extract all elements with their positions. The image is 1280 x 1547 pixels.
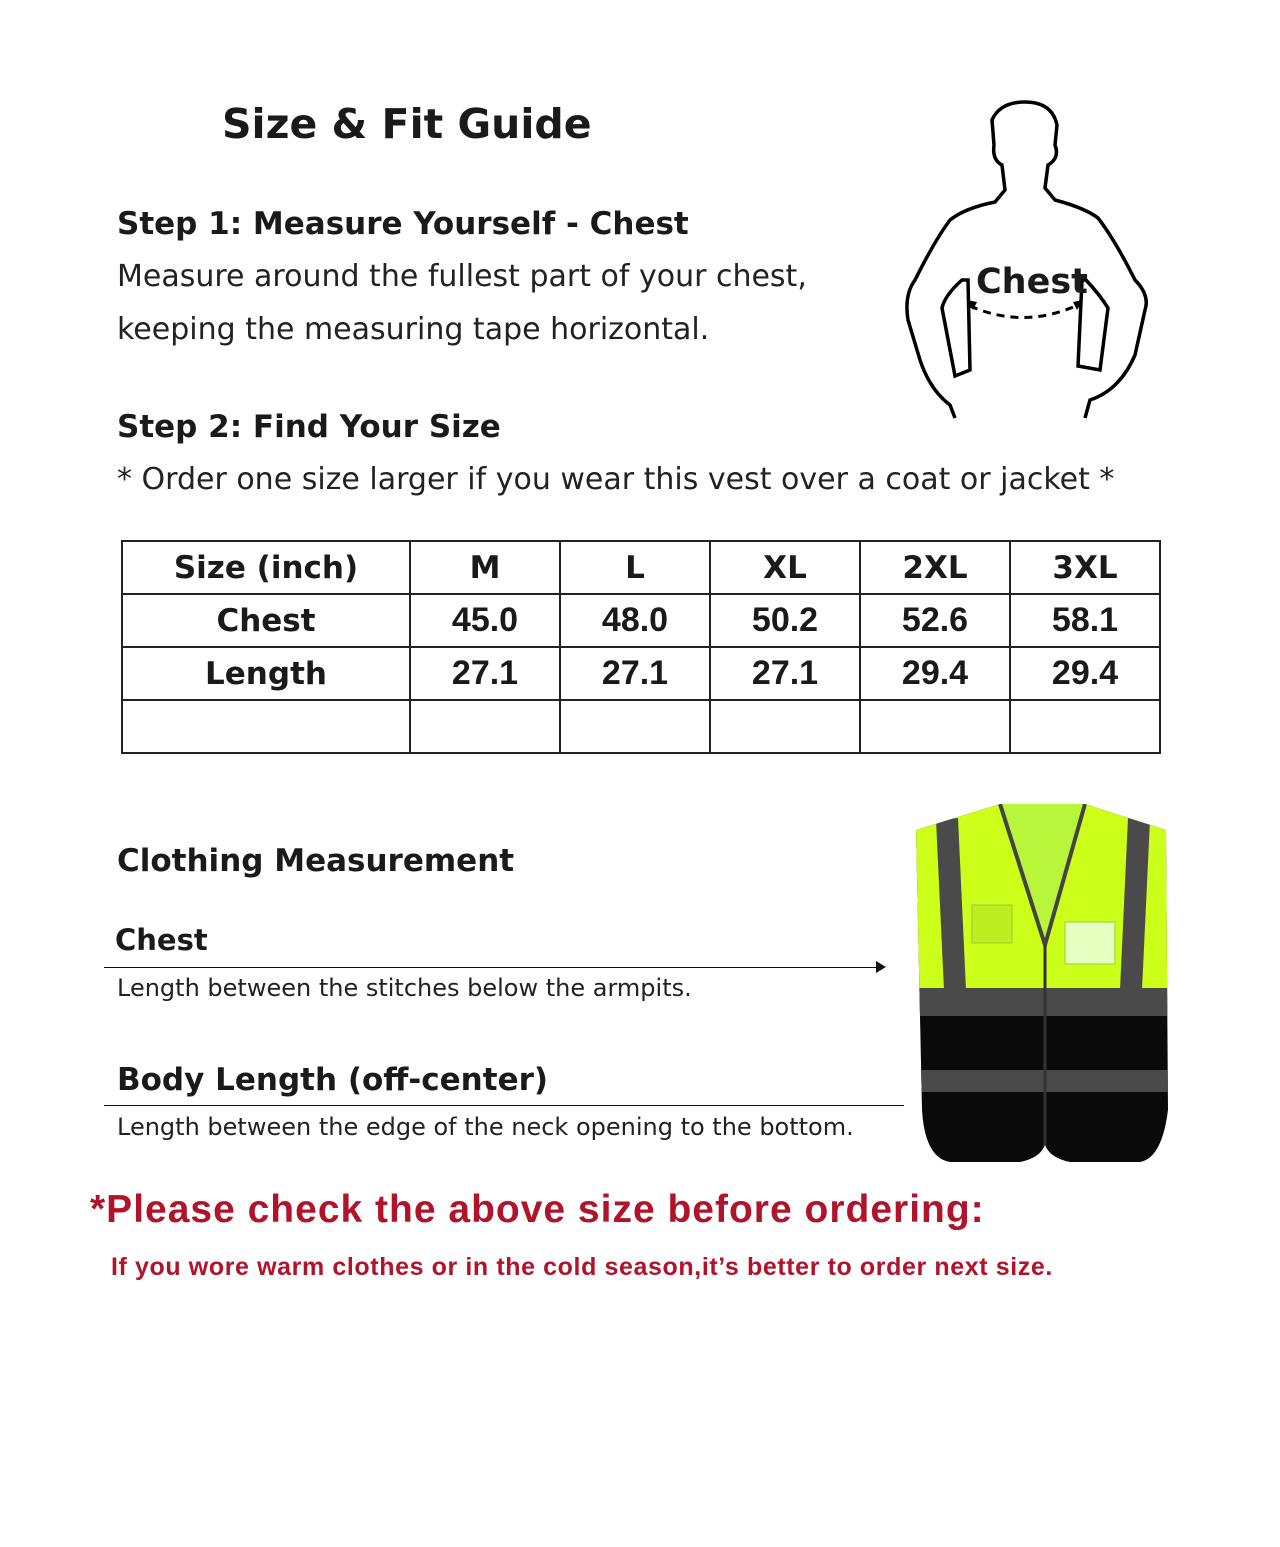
table-header-row: Size (inch) M L XL 2XL 3XL (121, 540, 1161, 595)
step2-note: * Order one size larger if you wear this… (117, 462, 1115, 497)
header-cell: Size (inch) (121, 540, 411, 595)
body-length-label: Body Length (off-center) (117, 1062, 549, 1098)
table-cell: 52.6 (859, 593, 1011, 648)
clothing-heading: Clothing Measurement (117, 843, 515, 879)
arrow-head-icon (876, 961, 886, 973)
safety-vest-icon (916, 804, 1168, 1162)
table-cell (409, 699, 561, 754)
table-cell: 50.2 (709, 593, 861, 648)
header-cell: 3XL (1009, 540, 1161, 595)
step1-heading: Step 1: Measure Yourself - Chest (117, 206, 689, 242)
table-cell: 29.4 (1009, 646, 1161, 701)
table-cell: 58.1 (1009, 593, 1161, 648)
body-length-line (104, 1105, 904, 1106)
table-row-length: Length 27.1 27.1 27.1 29.4 29.4 (121, 646, 1161, 701)
header-cell: XL (709, 540, 861, 595)
table-cell: 45.0 (409, 593, 561, 648)
header-cell: L (559, 540, 711, 595)
warning-main: *Please check the above size before orde… (90, 1188, 985, 1231)
table-cell (559, 699, 711, 754)
chest-label: Chest (115, 923, 208, 957)
table-cell: 48.0 (559, 593, 711, 648)
body-outline-icon (905, 100, 1148, 419)
header-cell: M (409, 540, 561, 595)
table-cell: 27.1 (559, 646, 711, 701)
row-label: Chest (121, 593, 411, 648)
vest-image (900, 790, 1190, 1170)
size-table: Size (inch) M L XL 2XL 3XL Chest 45.0 48… (121, 540, 1161, 754)
step1-text-line2: keeping the measuring tape horizontal. (117, 312, 710, 347)
table-cell (859, 699, 1011, 754)
page-title: Size & Fit Guide (222, 100, 592, 148)
chest-measure-figure: Chest (890, 90, 1170, 430)
header-cell: 2XL (859, 540, 1011, 595)
step2-heading: Step 2: Find Your Size (117, 409, 501, 445)
table-cell: 29.4 (859, 646, 1011, 701)
figure-chest-label: Chest (976, 262, 1088, 302)
table-cell (709, 699, 861, 754)
row-label: Length (121, 646, 411, 701)
body-length-description: Length between the edge of the neck open… (117, 1113, 854, 1141)
warning-sub: If you wore warm clothes or in the cold … (111, 1253, 1053, 1281)
chest-description: Length between the stitches below the ar… (117, 974, 692, 1002)
table-cell: 27.1 (409, 646, 561, 701)
table-row-empty (121, 699, 1161, 754)
table-row-chest: Chest 45.0 48.0 50.2 52.6 58.1 (121, 593, 1161, 648)
table-cell (121, 699, 411, 754)
step1-text-line1: Measure around the fullest part of your … (117, 259, 807, 294)
chest-arrow-line (104, 967, 880, 968)
table-cell: 27.1 (709, 646, 861, 701)
table-cell (1009, 699, 1161, 754)
